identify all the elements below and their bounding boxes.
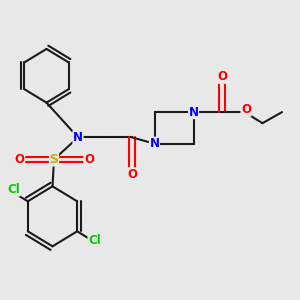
Text: O: O (84, 153, 94, 166)
Text: Cl: Cl (88, 233, 101, 247)
Text: O: O (127, 168, 137, 181)
Text: N: N (149, 137, 160, 150)
Text: N: N (188, 106, 199, 118)
Text: O: O (241, 103, 251, 116)
Text: Cl: Cl (7, 183, 20, 196)
Text: N: N (73, 131, 83, 144)
Text: S: S (50, 153, 58, 166)
Text: O: O (217, 70, 227, 83)
Text: O: O (14, 153, 24, 166)
